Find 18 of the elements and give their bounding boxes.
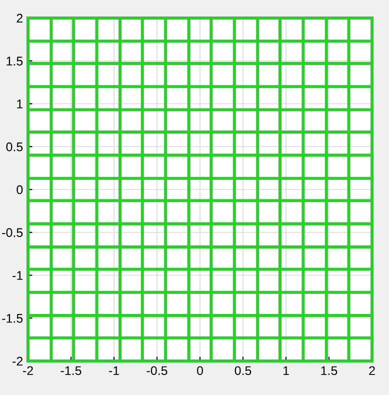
x-tick-label: 1.5	[321, 366, 338, 376]
y-tick-label: 0.5	[6, 142, 23, 152]
x-tick-label: -1	[109, 366, 119, 375]
x-tick-label: -1.5	[60, 366, 82, 376]
x-tick-label: 0	[197, 366, 203, 376]
y-tick-label: 1	[17, 100, 23, 108]
x-tick-label: 2	[369, 366, 375, 375]
x-tick-label: -2	[23, 366, 33, 375]
y-tick-label: 1.5	[6, 56, 23, 66]
y-tick-label: -2	[12, 356, 23, 366]
y-tick-label: -1	[12, 271, 23, 280]
x-tick-label: 0.5	[234, 366, 252, 376]
y-tick-label: 2	[16, 14, 23, 23]
x-tick-label: -0.5	[146, 366, 168, 376]
y-tick-label: 0	[16, 185, 23, 194]
y-tick-label: -0.5	[2, 228, 23, 238]
x-tick-label: 1	[283, 366, 289, 375]
y-tick-label: -1.5	[2, 314, 23, 323]
